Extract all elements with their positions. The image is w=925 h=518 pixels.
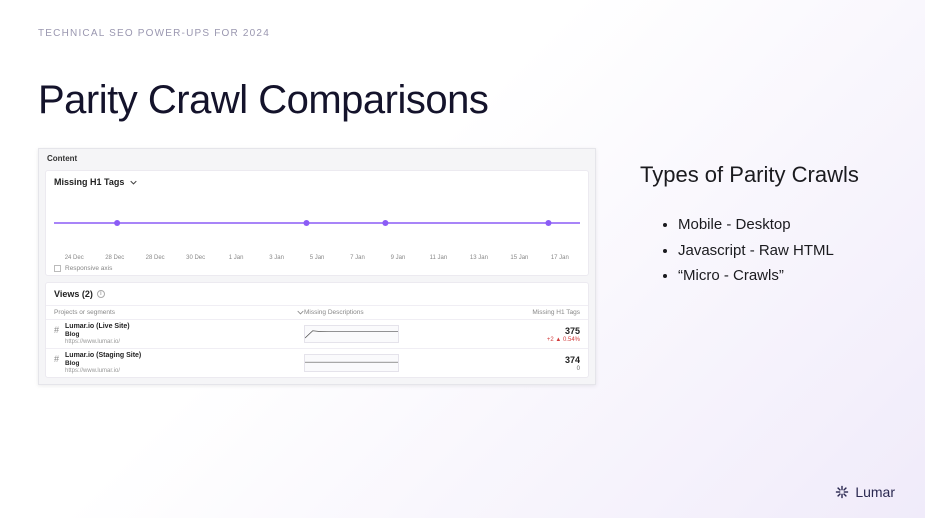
metric-value: 375 (565, 326, 580, 336)
lumar-logo-icon (835, 485, 849, 499)
project-url: https://www.lumar.io/ (65, 339, 130, 345)
panel-header: Content (39, 149, 595, 168)
hash-icon: # (54, 352, 59, 364)
chart-title-row[interactable]: Missing H1 Tags (54, 177, 580, 193)
parity-type-item: Javascript - Raw HTML (678, 238, 834, 264)
x-tick-label: 28 Dec (135, 255, 175, 261)
x-tick-label: 17 Jan (540, 255, 580, 261)
table-header-row: Projects or segments Missing Description… (46, 305, 588, 319)
chart-area: 24 Dec28 Dec28 Dec30 Dec1 Jan3 Jan5 Jan7… (54, 193, 580, 271)
responsive-axis-toggle[interactable]: Responsive axis (54, 265, 580, 272)
parity-type-item: Mobile - Desktop (678, 212, 834, 238)
sparkline (304, 325, 399, 343)
metric-value: 374 (565, 355, 580, 365)
x-tick-label: 7 Jan (337, 255, 377, 261)
right-heading: Types of Parity Crawls (640, 162, 859, 188)
x-tick-label: 3 Jan (256, 255, 296, 261)
eyebrow: TECHNICAL SEO POWER-UPS FOR 2024 (38, 28, 270, 39)
chevron-down-icon[interactable] (130, 179, 137, 186)
sparkline (304, 354, 399, 372)
parity-type-item: “Micro - Crawls” (678, 263, 834, 289)
x-tick-label: 28 Dec (94, 255, 134, 261)
x-tick-label: 15 Jan (499, 255, 539, 261)
col-missing-h1: Missing H1 Tags (490, 309, 580, 316)
views-title: Views (2) (54, 289, 93, 299)
page-title: Parity Crawl Comparisons (38, 78, 488, 123)
views-card: Views (2) i Projects or segments Missing… (45, 282, 589, 378)
x-axis: 24 Dec28 Dec28 Dec30 Dec1 Jan3 Jan5 Jan7… (54, 255, 580, 261)
line-chart (54, 193, 580, 253)
x-tick-label: 11 Jan (418, 255, 458, 261)
checkbox-icon[interactable] (54, 265, 61, 272)
info-icon[interactable]: i (97, 290, 105, 298)
footer-brand: Lumar (835, 484, 895, 500)
hash-icon: # (54, 323, 59, 335)
project-tag: Blog (65, 360, 141, 367)
parity-types-list: Mobile - DesktopJavascript - Raw HTML“Mi… (660, 212, 834, 289)
views-header: Views (2) i (46, 283, 588, 305)
chart-card: Missing H1 Tags 24 Dec28 Dec28 Dec30 Dec… (45, 170, 589, 276)
x-tick-label: 5 Jan (297, 255, 337, 261)
chart-title: Missing H1 Tags (54, 177, 124, 187)
project-url: https://www.lumar.io/ (65, 368, 141, 374)
project-tag: Blog (65, 331, 130, 338)
footer-brand-text: Lumar (855, 484, 895, 500)
project-name: Lumar.io (Staging Site) (65, 352, 141, 359)
x-tick-label: 1 Jan (216, 255, 256, 261)
table-row[interactable]: # Lumar.io (Staging Site)Bloghttps://www.… (46, 348, 588, 377)
x-tick-label: 30 Dec (175, 255, 215, 261)
x-tick-label: 9 Jan (378, 255, 418, 261)
x-tick-label: 13 Jan (459, 255, 499, 261)
col-missing-desc: Missing Descriptions (304, 309, 490, 316)
metric-delta: +2 ▲ 0.54% (547, 337, 580, 343)
chevron-down-icon[interactable] (297, 309, 304, 316)
project-name: Lumar.io (Live Site) (65, 323, 130, 330)
responsive-axis-label: Responsive axis (65, 265, 112, 272)
dashboard-screenshot: Content Missing H1 Tags 24 Dec28 Dec28 D… (38, 148, 596, 385)
table-row[interactable]: # Lumar.io (Live Site)Bloghttps://www.lum… (46, 319, 588, 348)
x-tick-label: 24 Dec (54, 255, 94, 261)
col-projects: Projects or segments (54, 309, 115, 316)
metric-delta: 0 (577, 366, 580, 372)
